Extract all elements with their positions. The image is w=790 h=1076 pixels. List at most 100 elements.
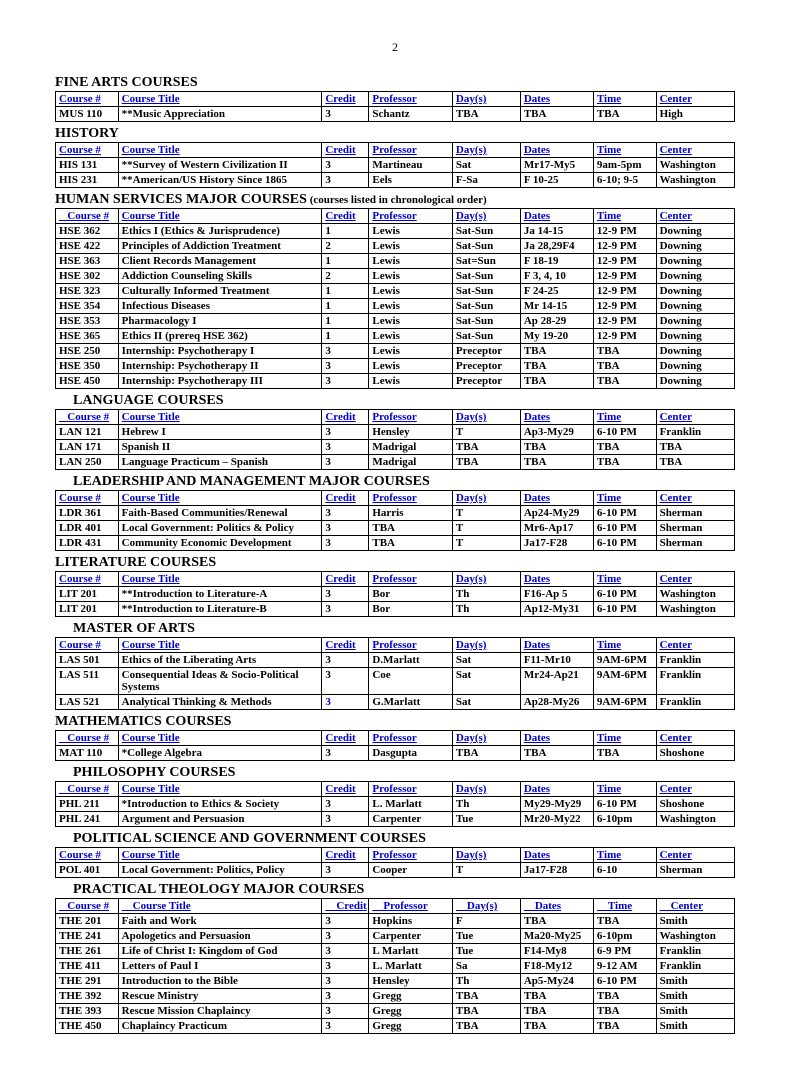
col-header-days: Day(s)	[452, 143, 520, 158]
table-row: HSE 362Ethics I (Ethics & Jurisprudence)…	[56, 224, 735, 239]
cell-credit: 3	[322, 974, 369, 989]
table-row: HIS 231**American/US History Since 18653…	[56, 173, 735, 188]
cell-course: HSE 450	[56, 374, 119, 389]
cell-days: Sat-Sun	[452, 329, 520, 344]
table-row: LDR 431Community Economic Development3TB…	[56, 536, 735, 551]
col-header-credit: Credit	[322, 92, 369, 107]
cell-course: HIS 131	[56, 158, 119, 173]
cell-title: Pharmacology I	[118, 314, 322, 329]
table-row: THE 450Chaplaincy Practicum3GreggTBATBAT…	[56, 1019, 735, 1034]
cell-prof: Lewis	[369, 224, 453, 239]
cell-title: Faith and Work	[118, 914, 322, 929]
cell-center: Franklin	[656, 695, 734, 710]
cell-course: LAN 250	[56, 455, 119, 470]
cell-days: F-Sa	[452, 173, 520, 188]
cell-days: T	[452, 425, 520, 440]
cell-days: Sa	[452, 959, 520, 974]
cell-center: Sherman	[656, 536, 734, 551]
cell-title: Letters of Paul I	[118, 959, 322, 974]
table-header-row: Course #Course TitleCreditProfessorDay(s…	[56, 572, 735, 587]
cell-center: Franklin	[656, 668, 734, 695]
col-header-prof: Professor	[369, 572, 453, 587]
table-row: HSE 323Culturally Informed Treatment1Lew…	[56, 284, 735, 299]
cell-prof: Gregg	[369, 1019, 453, 1034]
cell-time: 9am-5pm	[593, 158, 656, 173]
col-header-prof: Professor	[369, 410, 453, 425]
cell-time: 9AM-6PM	[593, 668, 656, 695]
table-row: HSE 422Principles of Addiction Treatment…	[56, 239, 735, 254]
cell-prof: Lewis	[369, 314, 453, 329]
cell-days: Sat=Sun	[452, 254, 520, 269]
section-title: LEADERSHIP AND MANAGEMENT MAJOR COURSES	[73, 474, 735, 490]
cell-days: Th	[452, 602, 520, 617]
cell-course: LIT 201	[56, 587, 119, 602]
cell-dates: Ap3-My29	[520, 425, 593, 440]
cell-prof: Bor	[369, 587, 453, 602]
section-title: MASTER OF ARTS	[73, 621, 735, 637]
cell-credit: 1	[322, 329, 369, 344]
cell-prof: Carpenter	[369, 929, 453, 944]
col-header-days: Day(s)	[452, 209, 520, 224]
cell-credit: 1	[322, 254, 369, 269]
cell-title: Spanish II	[118, 440, 322, 455]
cell-center: Franklin	[656, 425, 734, 440]
cell-days: Tue	[452, 944, 520, 959]
cell-prof: Hensley	[369, 974, 453, 989]
col-header-credit: Credit	[322, 782, 369, 797]
col-header-days: Day(s)	[452, 782, 520, 797]
cell-credit: 3	[322, 374, 369, 389]
table-row: HSE 354Infectious Diseases1LewisSat-SunM…	[56, 299, 735, 314]
cell-time: 6-10 PM	[593, 974, 656, 989]
cell-days: TBA	[452, 1004, 520, 1019]
table-header-row: Course #Course TitleCreditProfessorDay(s…	[56, 209, 735, 224]
col-header-course: Course #	[56, 209, 119, 224]
cell-time: TBA	[593, 455, 656, 470]
cell-dates: Ja 28,29F4	[520, 239, 593, 254]
cell-days: T	[452, 521, 520, 536]
cell-days: Sat-Sun	[452, 239, 520, 254]
col-header-center: Center	[656, 572, 734, 587]
cell-days: Sat	[452, 653, 520, 668]
cell-title: Local Government: Politics & Policy	[118, 521, 322, 536]
course-table: Course #Course TitleCreditProfessorDay(s…	[55, 730, 735, 761]
cell-prof: Cooper	[369, 863, 453, 878]
cell-title: Language Practicum – Spanish	[118, 455, 322, 470]
cell-title: Ethics I (Ethics & Jurisprudence)	[118, 224, 322, 239]
cell-days: Th	[452, 974, 520, 989]
cell-title: Life of Christ I: Kingdom of God	[118, 944, 322, 959]
table-header-row: Course #Course TitleCreditProfessorDay(s…	[56, 410, 735, 425]
course-table: Course #Course TitleCreditProfessorDay(s…	[55, 91, 735, 122]
col-header-prof: Professor	[369, 143, 453, 158]
cell-credit: 3	[322, 746, 369, 761]
course-table: Course #Course TitleCreditProfessorDay(s…	[55, 208, 735, 389]
table-header-row: Course #Course TitleCreditProfessorDay(s…	[56, 782, 735, 797]
cell-dates: F 3, 4, 10	[520, 269, 593, 284]
cell-prof: Lewis	[369, 359, 453, 374]
col-header-credit: Credit	[322, 143, 369, 158]
cell-dates: Ja 14-15	[520, 224, 593, 239]
cell-center: Washington	[656, 602, 734, 617]
cell-center: Smith	[656, 1004, 734, 1019]
cell-dates: F11-Mr10	[520, 653, 593, 668]
cell-title: Rescue Ministry	[118, 989, 322, 1004]
cell-days: Preceptor	[452, 374, 520, 389]
cell-dates: F18-My12	[520, 959, 593, 974]
cell-course: THE 241	[56, 929, 119, 944]
col-header-time: Time	[593, 209, 656, 224]
cell-time: TBA	[593, 746, 656, 761]
cell-center: Washington	[656, 929, 734, 944]
cell-time: 6-10 PM	[593, 602, 656, 617]
cell-center: Downing	[656, 359, 734, 374]
cell-course: HSE 362	[56, 224, 119, 239]
col-header-days: Day(s)	[452, 410, 520, 425]
cell-credit: 3	[322, 1004, 369, 1019]
cell-title: *College Algebra	[118, 746, 322, 761]
table-row: MUS 110**Music Appreciation3SchantzTBATB…	[56, 107, 735, 122]
col-header-title: Course Title	[118, 782, 322, 797]
cell-time: 6-10 PM	[593, 536, 656, 551]
cell-course: HSE 354	[56, 299, 119, 314]
cell-time: 9-12 AM	[593, 959, 656, 974]
cell-time: TBA	[593, 107, 656, 122]
cell-dates: Ap 28-29	[520, 314, 593, 329]
cell-prof: D.Marlatt	[369, 653, 453, 668]
